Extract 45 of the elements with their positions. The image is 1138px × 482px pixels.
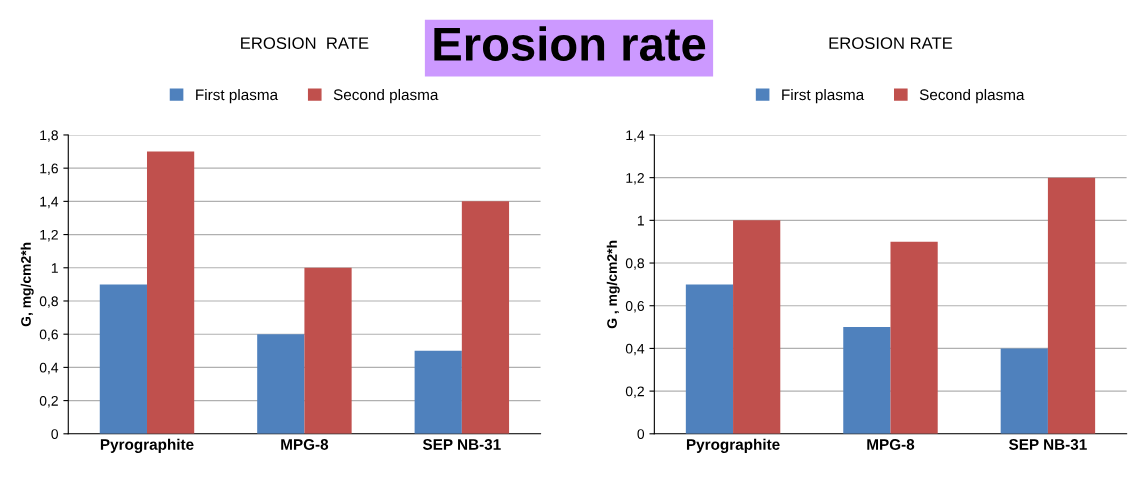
y-tick-label: 1	[51, 263, 58, 273]
bar	[99, 284, 147, 434]
chart-title: EROSION RATE	[829, 37, 953, 50]
y-tick-label: 0	[51, 429, 59, 439]
x-tick-label: Pyrographite	[686, 438, 780, 453]
bar	[1000, 348, 1048, 434]
legend-label: First plasma	[196, 88, 279, 104]
bar	[733, 220, 781, 434]
legend-label: Second plasma	[333, 88, 439, 104]
y-tick-label: 1,6	[40, 163, 58, 175]
y-tick-label: 1,4	[626, 130, 645, 142]
y-tick-label: 0,6	[39, 329, 58, 341]
y-axis-title: G , mg/cm2*h	[606, 240, 620, 329]
bar	[685, 284, 734, 434]
x-tick-label: MPG-8	[867, 439, 915, 450]
y-tick-label: 1	[637, 215, 644, 226]
y-tick-label: 0,2	[39, 395, 58, 408]
bar	[890, 241, 938, 434]
y-tick-label: 0,4	[625, 343, 645, 356]
bar	[304, 267, 352, 434]
y-tick-label: 0,2	[625, 386, 644, 398]
bar	[146, 151, 195, 434]
x-tick-label: MPG-8	[281, 439, 329, 450]
legend-label: First plasma	[782, 88, 865, 104]
y-tick-label: 0,8	[625, 258, 645, 270]
y-tick-label: 1,8	[40, 130, 58, 142]
bar	[414, 350, 462, 434]
y-tick-label: 0,8	[39, 296, 58, 308]
y-tick-label: 0,4	[39, 362, 59, 375]
chart-title: EROSION RATE	[241, 37, 369, 50]
bar	[843, 327, 891, 434]
bar	[1047, 177, 1096, 434]
y-tick-label: 1,2	[40, 229, 58, 242]
bar	[257, 334, 305, 434]
x-tick-label: SEP NB-31	[422, 439, 501, 450]
y-axis-title: G, mg/cm2*h	[20, 242, 34, 327]
y-tick-label: 0,6	[625, 301, 645, 313]
legend-label: Second plasma	[919, 88, 1025, 104]
text: Erosion rate	[434, 26, 706, 61]
x-tick-label: SEP NB-31	[1009, 439, 1087, 450]
y-tick-label: 0	[637, 429, 645, 439]
bar	[461, 201, 510, 434]
x-tick-label: Pyrographite	[100, 438, 194, 453]
y-tick-label: 1,4	[40, 196, 59, 209]
y-tick-label: 1,2	[626, 172, 644, 185]
